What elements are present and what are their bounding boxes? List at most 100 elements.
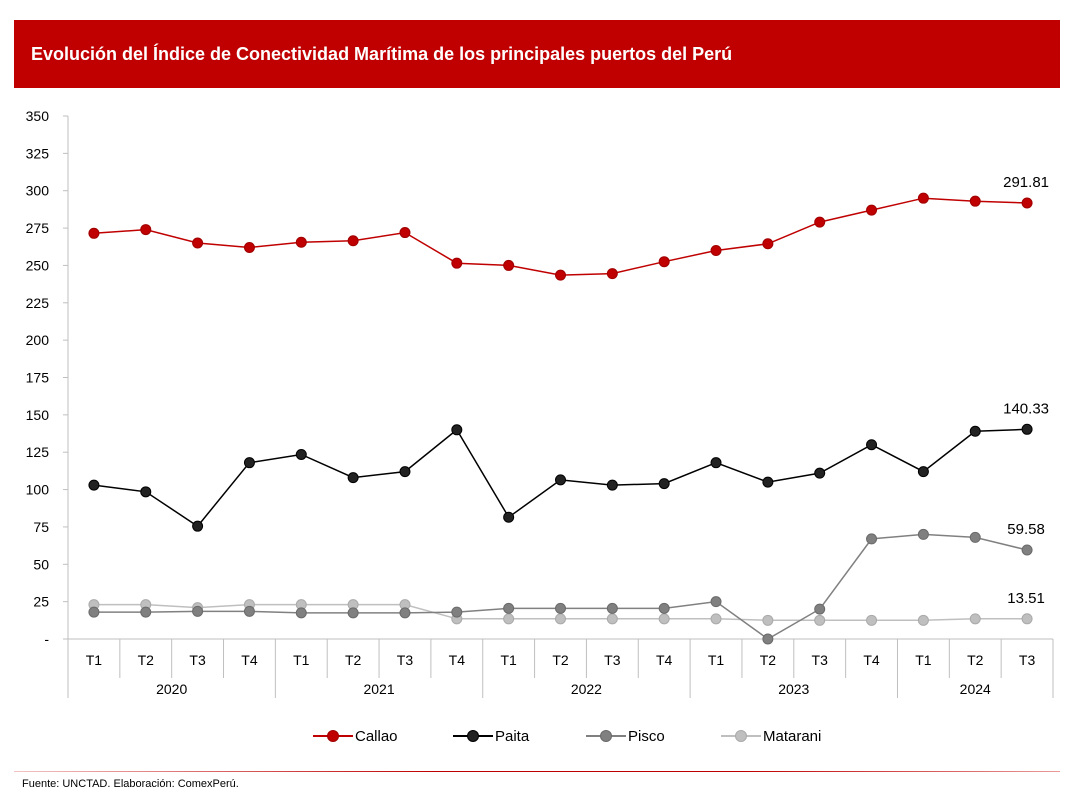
x-tick-label: T2: [552, 652, 569, 668]
x-tick-label: T2: [967, 652, 984, 668]
data-point-pisco: [866, 533, 878, 545]
x-tick-label: T3: [1019, 652, 1036, 668]
y-tick-label: 150: [26, 407, 50, 423]
data-point-pisco: [762, 633, 774, 645]
legend-swatch-matarani: [721, 725, 761, 747]
x-tick-label: T1: [500, 652, 517, 668]
data-point-callao: [606, 268, 618, 280]
data-point-callao: [1021, 197, 1033, 209]
data-point-callao: [192, 237, 204, 249]
data-point-paita: [969, 425, 981, 437]
y-tick-label: 225: [26, 295, 50, 311]
data-label-callao: 291.81: [1003, 174, 1049, 191]
x-tick-label: T1: [86, 652, 103, 668]
data-point-paita: [555, 474, 566, 486]
legend-swatch-paita: [453, 725, 493, 747]
data-point-paita: [866, 439, 878, 451]
data-point-paita: [658, 478, 670, 490]
data-point-pisco: [347, 607, 359, 619]
data-point-pisco: [295, 607, 307, 619]
legend-swatch-callao: [313, 725, 353, 747]
data-point-paita: [295, 448, 307, 460]
legend-item-paita[interactable]: Paita: [453, 725, 529, 747]
legend: Callao Paita Pisco Matarani: [0, 725, 1080, 747]
y-tick-label: 275: [26, 220, 50, 236]
source-note: Fuente: UNCTAD. Elaboración: ComexPerú.: [22, 778, 239, 790]
data-point-callao: [399, 227, 411, 239]
data-point-paita: [917, 466, 929, 478]
data-point-paita: [1021, 423, 1033, 435]
data-point-pisco: [243, 605, 255, 617]
data-point-paita: [140, 486, 152, 498]
y-tick-label: 175: [26, 370, 50, 386]
data-point-pisco: [140, 606, 152, 618]
data-point-pisco: [658, 602, 670, 614]
data-point-pisco: [814, 603, 826, 615]
legend-item-pisco[interactable]: Pisco: [586, 725, 665, 747]
data-point-callao: [88, 227, 100, 239]
data-point-paita: [606, 479, 618, 491]
data-point-paita: [399, 466, 411, 478]
data-point-matarani: [1021, 613, 1033, 625]
x-tick-label: T1: [915, 652, 932, 668]
data-point-callao: [451, 257, 463, 269]
y-tick-label: 300: [26, 183, 50, 199]
data-point-callao: [503, 259, 515, 271]
legend-item-matarani[interactable]: Matarani: [721, 725, 821, 747]
data-point-paita: [88, 479, 100, 491]
data-point-pisco: [399, 607, 411, 619]
data-point-paita: [347, 472, 359, 484]
x-tick-label: T2: [760, 652, 777, 668]
data-point-callao: [555, 269, 566, 281]
x-tick-label: T3: [604, 652, 621, 668]
data-point-matarani: [555, 613, 566, 625]
data-point-matarani: [814, 614, 826, 626]
data-point-callao: [762, 238, 774, 250]
data-point-pisco: [451, 606, 463, 618]
year-group-label: 2023: [778, 681, 809, 697]
data-point-paita: [762, 476, 774, 488]
data-point-paita: [503, 511, 515, 523]
data-point-matarani: [969, 613, 981, 625]
data-point-pisco: [710, 596, 722, 608]
data-point-callao: [969, 195, 981, 207]
data-point-pisco: [606, 602, 618, 614]
data-point-paita: [814, 467, 826, 479]
data-label-paita: 140.33: [1003, 400, 1049, 417]
y-tick-label: 250: [26, 257, 50, 273]
y-tick-label: -: [44, 631, 49, 647]
data-point-callao: [140, 224, 152, 236]
y-tick-label: 350: [26, 108, 50, 124]
legend-label-pisco: Pisco: [628, 727, 665, 745]
data-point-callao: [866, 204, 878, 216]
y-tick-label: 100: [26, 482, 50, 498]
data-point-matarani: [503, 613, 515, 625]
data-point-callao: [295, 236, 307, 248]
y-tick-label: 25: [33, 594, 49, 610]
legend-label-paita: Paita: [495, 727, 530, 745]
data-point-paita: [192, 520, 204, 532]
data-point-pisco: [88, 606, 100, 618]
legend-item-callao[interactable]: Callao: [313, 725, 398, 747]
year-group-label: 2022: [571, 681, 602, 697]
y-tick-label: 50: [33, 556, 49, 572]
year-group-label: 2024: [960, 681, 991, 697]
x-tick-label: T4: [863, 652, 880, 668]
year-group-label: 2021: [363, 681, 394, 697]
x-tick-label: T2: [345, 652, 362, 668]
y-tick-label: 75: [33, 519, 49, 535]
y-tick-label: 325: [26, 145, 50, 161]
data-point-pisco: [1021, 544, 1033, 556]
data-point-matarani: [710, 613, 722, 625]
data-point-pisco: [555, 602, 566, 614]
data-label-matarani: 13.51: [1007, 590, 1045, 607]
x-tick-label: T1: [293, 652, 310, 668]
legend-swatch-pisco: [586, 725, 626, 747]
x-tick-label: T2: [138, 652, 155, 668]
data-point-paita: [710, 457, 722, 469]
data-point-pisco: [917, 528, 929, 540]
year-group-label: 2020: [156, 681, 187, 697]
data-point-callao: [347, 235, 359, 247]
x-tick-label: T3: [189, 652, 206, 668]
data-point-matarani: [917, 614, 929, 626]
